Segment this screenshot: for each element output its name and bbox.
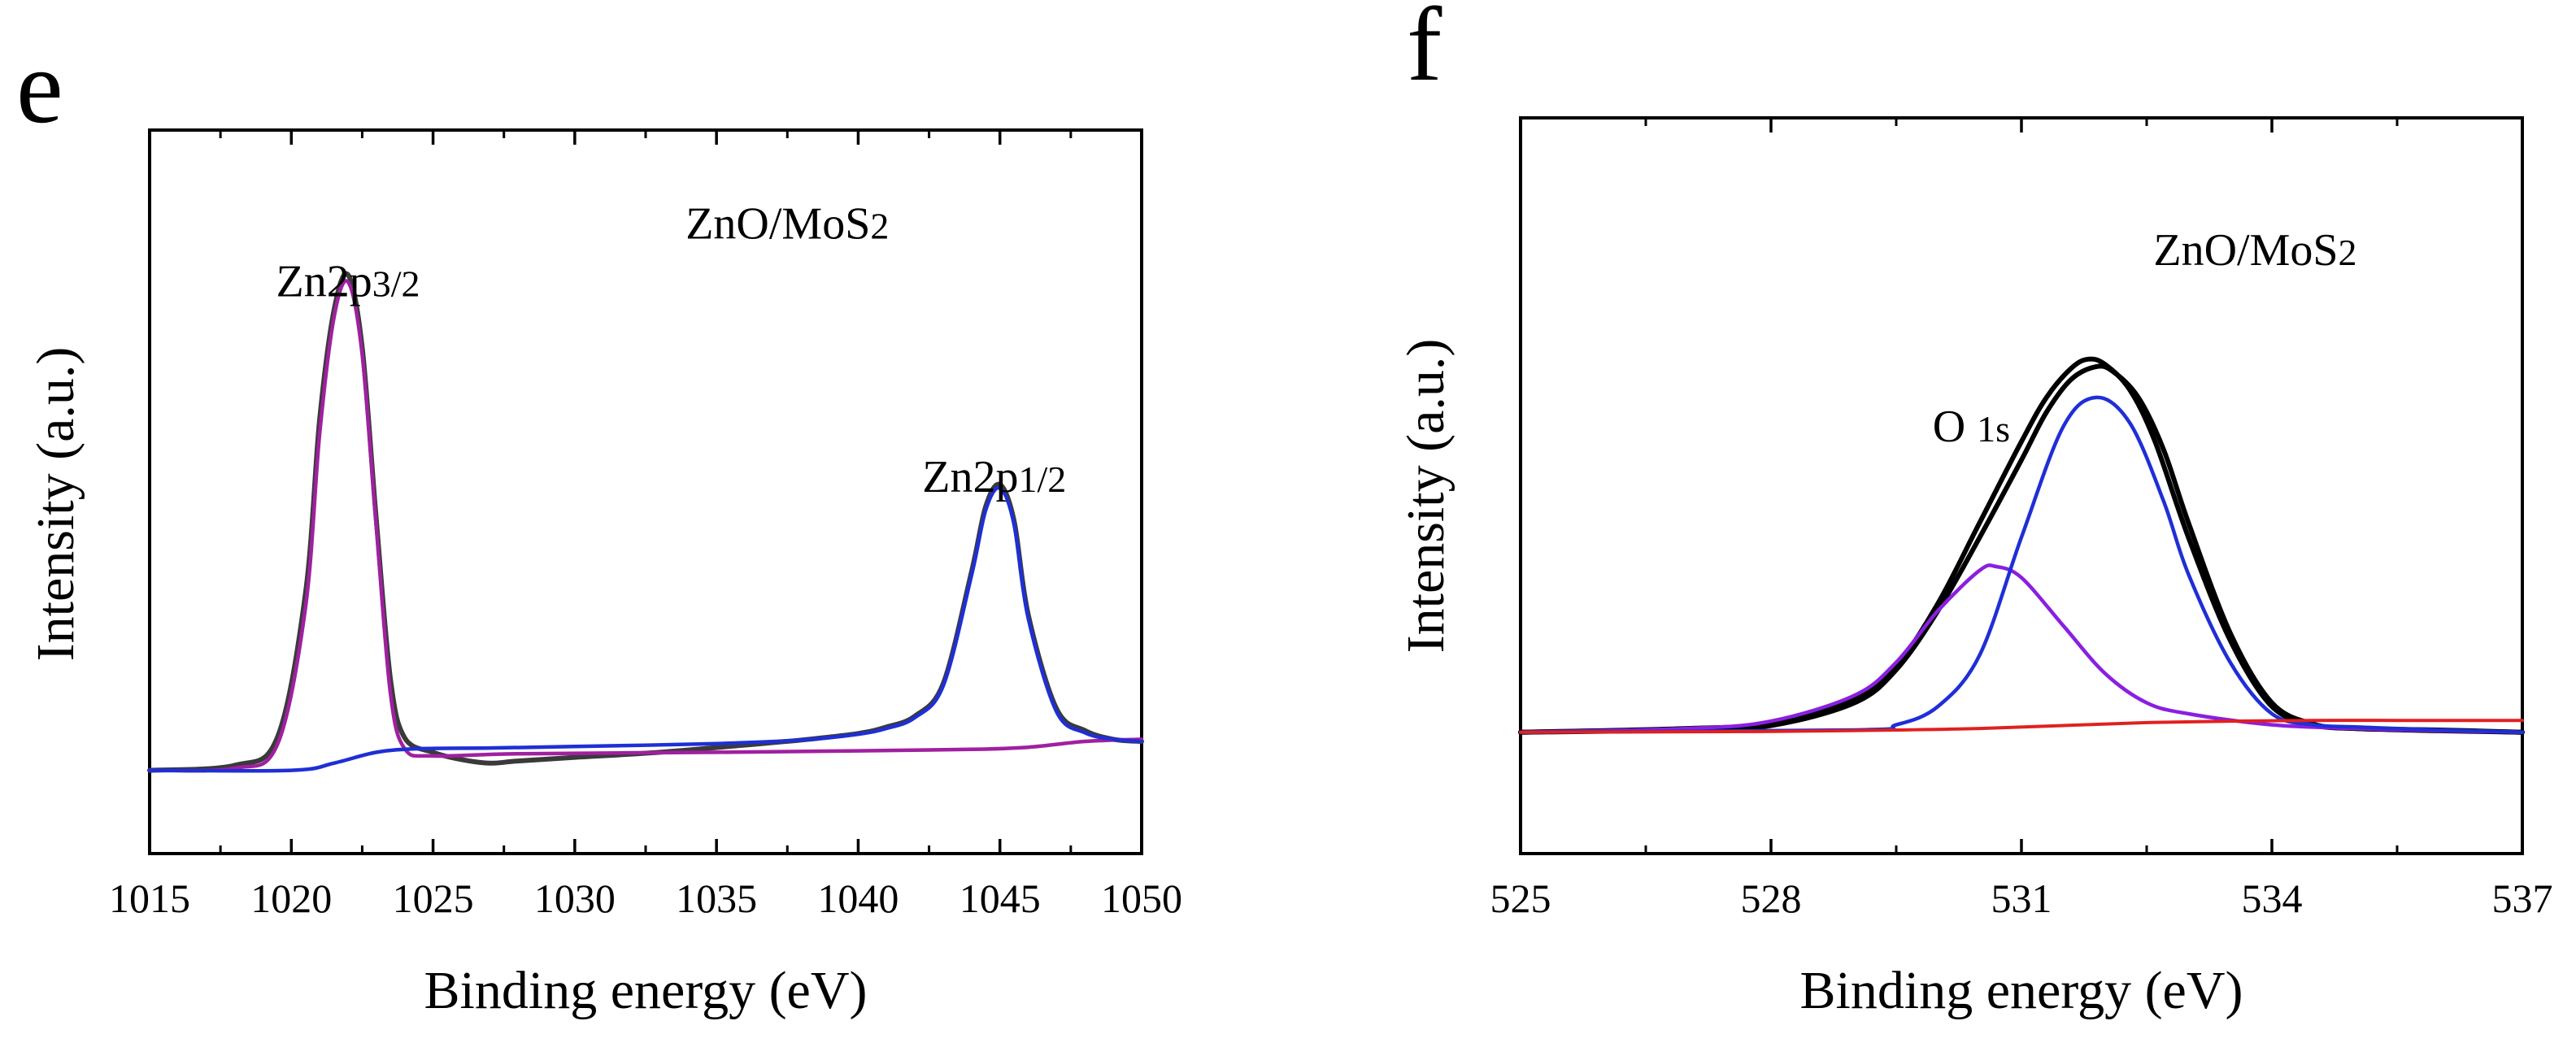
y-axis-title-f: Intensity (a.u.)	[1396, 339, 1456, 654]
panel-f: f Intensity (a.u.) Binding energy (eV) 5…	[1396, 0, 2553, 1020]
x-axis-title-f: Binding energy (eV)	[1800, 961, 2243, 1020]
annotations-f: ZnO/MoS2 O 1s	[1933, 225, 2357, 452]
x-tick-label: 525	[1490, 876, 1551, 921]
x-tick-label: 534	[2242, 876, 2303, 921]
series-line-zn2p3-2-fit	[147, 279, 1144, 773]
series-line-peak-530-7-ev	[1518, 563, 2525, 734]
annotation-label: Zn2p1/2	[922, 452, 1066, 502]
x-tick-label: 1035	[676, 876, 757, 921]
x-tick-label: 537	[2492, 876, 2553, 921]
x-tick-label: 1025	[393, 876, 474, 921]
series-line-raw-data	[147, 271, 1144, 773]
x-tick-label: 1040	[817, 876, 899, 921]
series-line-fit-envelope	[1518, 363, 2525, 735]
panel-label-e: e	[16, 28, 63, 146]
series-line-zn2p1-2-fit	[147, 485, 1144, 773]
annotation-label: O 1s	[1933, 402, 2010, 452]
x-tick-label: 531	[1991, 876, 2052, 921]
panel-e: e Intensity (a.u.) Binding energy (eV) 1…	[16, 28, 1182, 1020]
series-f	[1518, 356, 2525, 735]
series-line-peak-531-9-ev	[1518, 395, 2525, 734]
annotation-label: ZnO/MoS2	[685, 199, 889, 250]
x-tick-label: 528	[1741, 876, 1802, 921]
plot-frame-f	[1519, 116, 2524, 855]
annotations-e: ZnO/MoS2 Zn2p3/2 Zn2p1/2	[276, 199, 1067, 503]
annotation-label: ZnO/MoS2	[2153, 225, 2356, 276]
x-tick-label: 1020	[250, 876, 332, 921]
series-line-background	[1519, 719, 2524, 734]
x-ticks-e: 1015 1020 1025 1030 1035 1040 1045 1050	[109, 130, 1182, 921]
x-tick-label: 1015	[109, 876, 190, 921]
series-line-raw-data-upper	[1518, 356, 2525, 735]
x-tick-label: 1045	[959, 876, 1041, 921]
x-tick-label: 1050	[1101, 876, 1182, 921]
panel-label-f: f	[1407, 0, 1442, 103]
x-tick-label: 1030	[534, 876, 616, 921]
annotation-label: Zn2p3/2	[276, 257, 420, 307]
y-axis-title-e: Intensity (a.u.)	[26, 347, 85, 662]
x-ticks-f: 525 528 531 534 537	[1490, 118, 2553, 921]
series-e	[147, 271, 1144, 773]
x-axis-title-e: Binding energy (eV)	[424, 961, 868, 1020]
